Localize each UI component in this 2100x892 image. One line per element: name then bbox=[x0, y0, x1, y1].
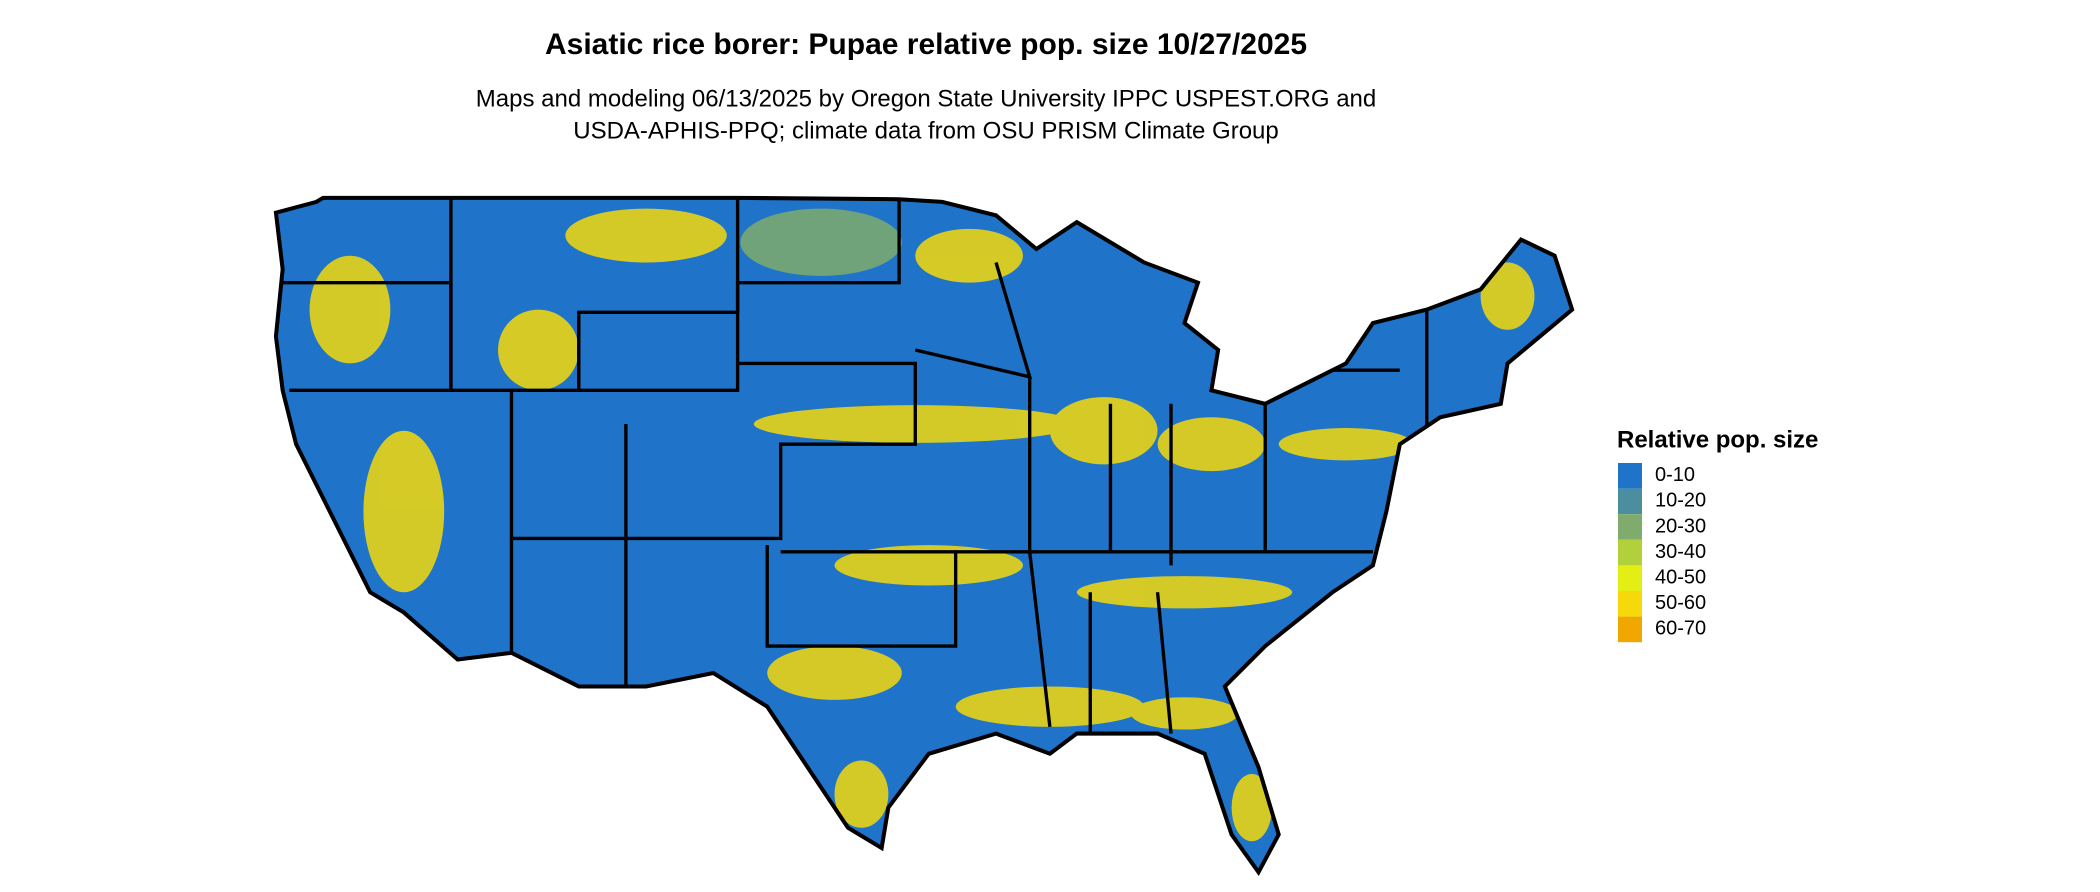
legend-swatch bbox=[1618, 463, 1642, 489]
subtitle: Maps and modeling 06/13/2025 by Oregon S… bbox=[476, 85, 1376, 112]
legend-label: 0-10 bbox=[1655, 464, 1695, 486]
legend-swatch bbox=[1618, 539, 1642, 566]
legend: 0-10 10-20 20-30 30-40 40-50 50-60 60-70 bbox=[1618, 463, 1706, 643]
map bbox=[273, 195, 1575, 877]
legend-label: 40-50 bbox=[1655, 566, 1706, 588]
title: Asiatic rice borer: Pupae relative pop. … bbox=[545, 28, 1307, 61]
subtitle: USDA-APHIS-PPQ; climate data from OSU PR… bbox=[573, 117, 1279, 144]
legend-swatch bbox=[1618, 514, 1642, 540]
legend-label: 50-60 bbox=[1655, 592, 1706, 614]
legend-label: 20-30 bbox=[1655, 515, 1706, 537]
legend-swatch bbox=[1618, 565, 1642, 591]
legend-swatch bbox=[1618, 616, 1642, 643]
legend-label: 60-70 bbox=[1655, 618, 1706, 640]
legend-title: Relative pop. size bbox=[1617, 426, 1818, 453]
legend-label: 30-40 bbox=[1655, 541, 1706, 563]
legend-swatch bbox=[1618, 591, 1642, 617]
legend-swatch bbox=[1618, 488, 1642, 515]
legend-label: 10-20 bbox=[1655, 490, 1706, 512]
